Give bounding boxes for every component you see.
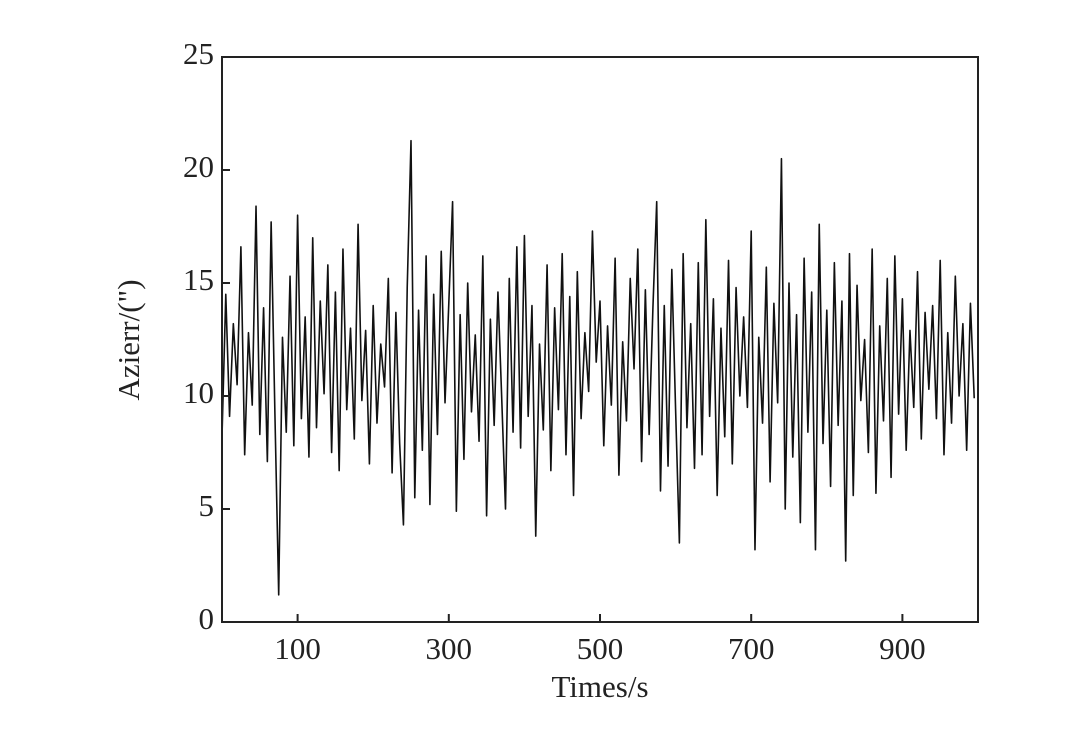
y-axis-label: Azierr/(") [111, 279, 146, 400]
x-axis-label: Times/s [551, 669, 648, 704]
x-tick-label: 700 [728, 631, 775, 666]
y-tick-label: 0 [199, 601, 215, 636]
y-tick-label: 25 [183, 36, 214, 71]
x-tick-label: 500 [577, 631, 624, 666]
y-tick-label: 5 [199, 488, 215, 523]
y-tick-label: 15 [183, 262, 214, 297]
y-tick-label: 20 [183, 149, 214, 184]
x-tick-label: 900 [879, 631, 926, 666]
x-tick-label: 300 [426, 631, 473, 666]
data-line [221, 139, 976, 596]
y-tick-label: 10 [183, 375, 214, 410]
x-tick-label: 100 [274, 631, 321, 666]
